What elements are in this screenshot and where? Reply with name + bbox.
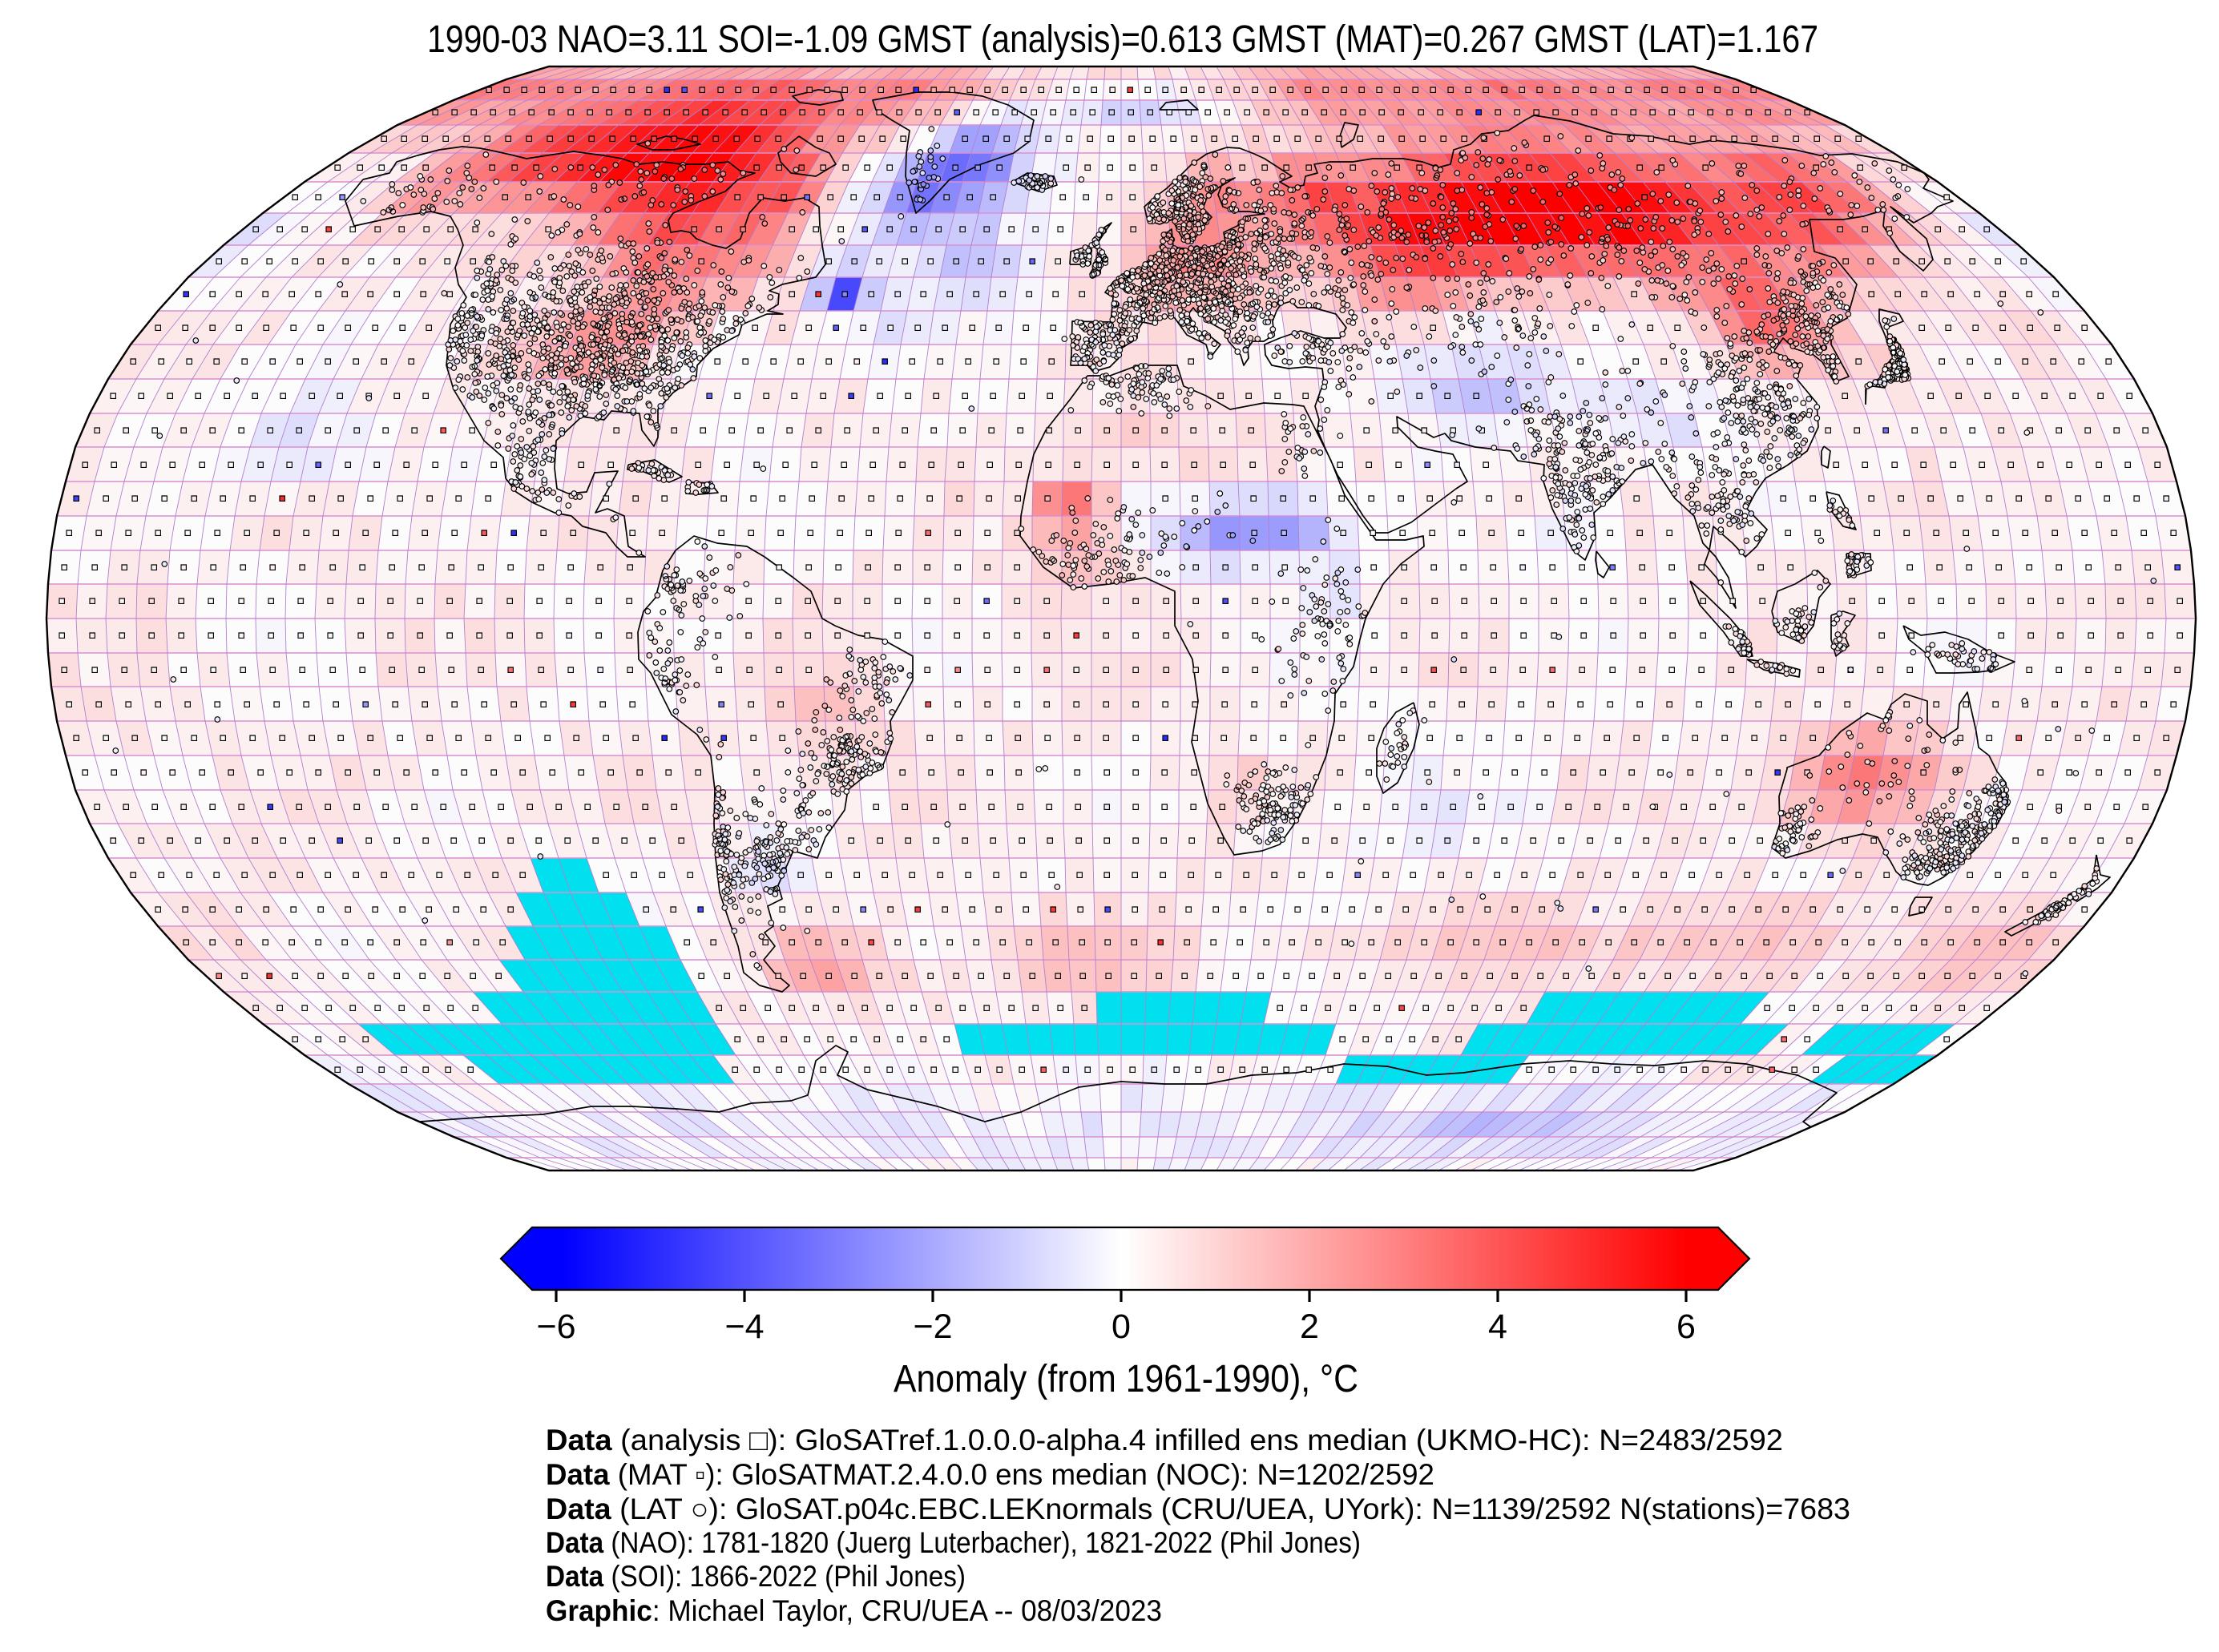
svg-text:Data (SOI): 1866-2022 (Phil Jo: Data (SOI): 1866-2022 (Phil Jones): [546, 1560, 966, 1593]
svg-text:2: 2: [1300, 1307, 1319, 1346]
svg-text:Graphic: Michael Taylor, CRU/U: Graphic: Michael Taylor, CRU/UEA -- 08/0…: [546, 1594, 1162, 1627]
svg-text:−4: −4: [724, 1307, 764, 1346]
svg-text:Data (LAT ○): GloSAT.p04c.EBC.: Data (LAT ○): GloSAT.p04c.EBC.LEKnormals…: [546, 1493, 1850, 1525]
svg-text:Data (MAT ▫): GloSATMAT.2.4.0.: Data (MAT ▫): GloSATMAT.2.4.0.0 ens medi…: [546, 1458, 1434, 1491]
svg-text:−2: −2: [913, 1307, 952, 1346]
svg-text:6: 6: [1676, 1307, 1696, 1346]
svg-text:−6: −6: [536, 1307, 575, 1346]
svg-text:Data (NAO): 1781-1820 (Juerg L: Data (NAO): 1781-1820 (Juerg Luterbacher…: [546, 1526, 1361, 1559]
svg-text:1990-03 NAO=3.11 SOI=-1.09 GMS: 1990-03 NAO=3.11 SOI=-1.09 GMST (analysi…: [427, 18, 1818, 61]
svg-text:Data (analysis □): GloSATref.1: Data (analysis □): GloSATref.1.0.0.0-alp…: [546, 1424, 1783, 1457]
svg-text:0: 0: [1112, 1307, 1131, 1346]
svg-text:Anomaly (from 1961-1990), °C: Anomaly (from 1961-1990), °C: [894, 1358, 1358, 1400]
svg-text:4: 4: [1488, 1307, 1507, 1346]
